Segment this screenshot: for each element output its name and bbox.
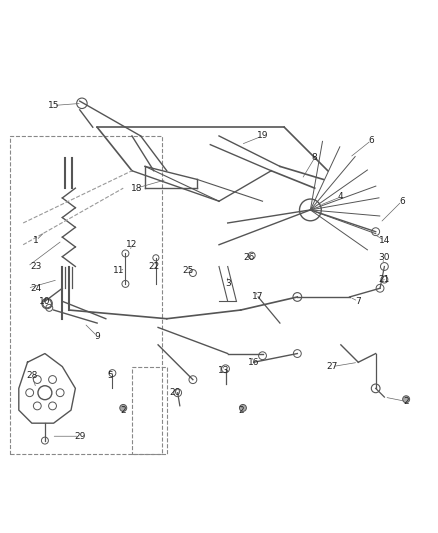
Text: 17: 17	[252, 293, 264, 302]
Text: 2: 2	[120, 406, 126, 415]
Text: 10: 10	[39, 297, 51, 306]
Text: 25: 25	[183, 266, 194, 276]
Text: 26: 26	[244, 253, 255, 262]
Text: 30: 30	[378, 253, 390, 262]
Text: 2: 2	[403, 397, 409, 406]
Text: 9: 9	[94, 332, 100, 341]
Circle shape	[403, 396, 410, 403]
Bar	[10, 136, 162, 454]
Text: 4: 4	[338, 192, 344, 201]
Text: 12: 12	[126, 240, 138, 249]
Text: 5: 5	[107, 371, 113, 380]
Text: 23: 23	[31, 262, 42, 271]
Text: 22: 22	[148, 262, 159, 271]
Text: 16: 16	[248, 358, 260, 367]
Text: 18: 18	[131, 184, 142, 192]
Text: 8: 8	[312, 153, 318, 162]
Text: 13: 13	[218, 367, 229, 375]
Text: 24: 24	[31, 284, 42, 293]
Text: 28: 28	[26, 371, 38, 380]
Circle shape	[120, 405, 127, 411]
Bar	[132, 367, 167, 454]
Text: 11: 11	[113, 266, 125, 276]
Text: 6: 6	[399, 197, 405, 206]
Text: 29: 29	[74, 432, 85, 441]
Text: 2: 2	[238, 406, 244, 415]
Text: 3: 3	[225, 279, 230, 288]
Text: 1: 1	[33, 236, 39, 245]
Text: 20: 20	[170, 388, 181, 397]
Text: 27: 27	[326, 362, 338, 371]
Text: 6: 6	[368, 136, 374, 145]
Text: 21: 21	[379, 275, 390, 284]
Text: 14: 14	[379, 236, 390, 245]
Text: 15: 15	[48, 101, 60, 110]
Text: 7: 7	[355, 297, 361, 306]
Text: 19: 19	[257, 132, 268, 140]
Circle shape	[240, 405, 247, 411]
